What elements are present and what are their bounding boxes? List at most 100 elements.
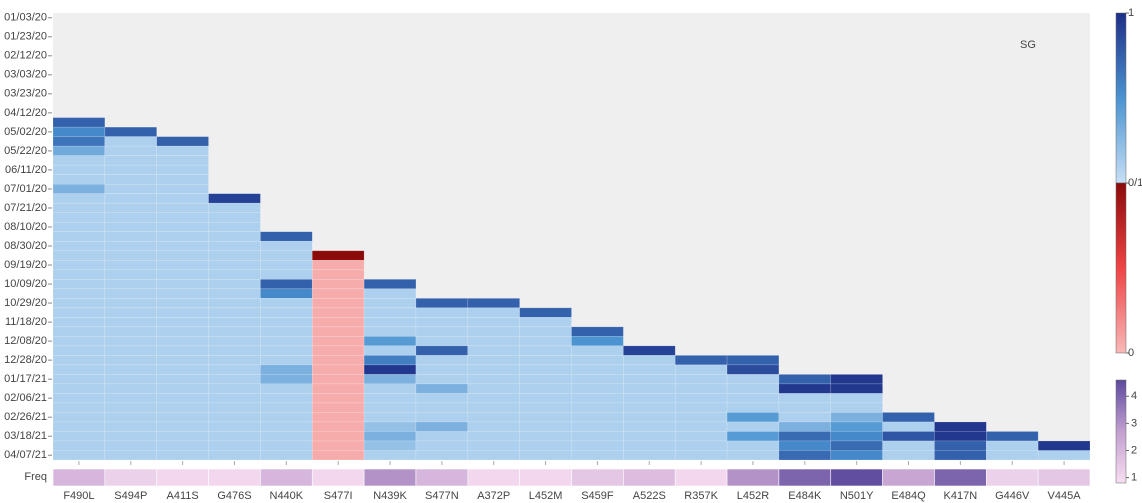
heatmap-cell bbox=[52, 317, 106, 328]
heatmap-cell bbox=[674, 393, 728, 404]
y-tick-label: 05/22/20 bbox=[4, 145, 47, 157]
heatmap-cell bbox=[52, 250, 106, 261]
heatmap-cell bbox=[467, 345, 520, 356]
heatmap-cell bbox=[363, 288, 417, 299]
y-tick-label: 01/03/20 bbox=[4, 12, 47, 24]
heatmap-cell bbox=[156, 136, 209, 147]
heatmap-cell bbox=[623, 450, 676, 461]
heatmap-cell bbox=[104, 421, 157, 432]
heatmap-cell bbox=[311, 402, 365, 413]
heatmap-cell bbox=[156, 250, 209, 261]
heatmap-cell bbox=[52, 155, 106, 166]
heatmap-cell bbox=[156, 450, 209, 461]
freq-cell bbox=[415, 468, 469, 487]
heatmap-cell bbox=[415, 421, 469, 432]
heatmap-cell bbox=[52, 202, 106, 214]
heatmap-cell bbox=[674, 383, 728, 394]
heatmap-cell bbox=[830, 421, 883, 432]
heatmap-cell bbox=[156, 431, 209, 442]
freq-cell bbox=[519, 468, 572, 487]
heatmap-cell bbox=[208, 259, 261, 271]
freq-cell bbox=[311, 468, 365, 487]
heatmap-cell bbox=[623, 440, 676, 451]
heatmap-cell bbox=[778, 374, 832, 385]
heatmap-cell bbox=[363, 278, 417, 290]
heatmap-cell bbox=[208, 431, 261, 442]
heatmap-cell bbox=[156, 240, 209, 252]
heatmap-cell bbox=[519, 336, 572, 347]
heatmap-cell bbox=[104, 450, 157, 461]
heatmap-cell bbox=[104, 355, 157, 366]
heatmap-cell bbox=[52, 298, 106, 309]
freq-cell bbox=[985, 468, 1039, 487]
heatmap-cell bbox=[830, 412, 883, 423]
heatmap-cell bbox=[571, 393, 624, 404]
heatmap-cell bbox=[623, 412, 676, 423]
heatmap-cell bbox=[571, 421, 624, 432]
heatmap-cell bbox=[674, 431, 728, 442]
heatmap-cell bbox=[156, 212, 209, 223]
heatmap-cell bbox=[208, 374, 261, 385]
x-tick-label: A411S bbox=[167, 490, 199, 502]
heatmap-cell bbox=[104, 126, 157, 137]
heatmap-cell bbox=[208, 193, 261, 204]
heatmap-cell bbox=[726, 450, 780, 461]
y-tick-label: 10/09/20 bbox=[4, 278, 47, 290]
heatmap-cell bbox=[52, 183, 106, 195]
heatmap-cell bbox=[311, 250, 365, 261]
heatmap-cell bbox=[52, 431, 106, 442]
heatmap-cell bbox=[830, 450, 883, 461]
heatmap-cell bbox=[104, 212, 157, 223]
heatmap-cell bbox=[104, 269, 157, 280]
heatmap-cell bbox=[104, 431, 157, 442]
heatmap-cell bbox=[415, 307, 469, 318]
heatmap-cell bbox=[311, 393, 365, 404]
freq-cell bbox=[623, 468, 676, 487]
heatmap-cell bbox=[52, 440, 106, 451]
heatmap-cell bbox=[52, 393, 106, 404]
heatmap-cell bbox=[363, 317, 417, 328]
heatmap-cell bbox=[778, 383, 832, 394]
heatmap-cell bbox=[52, 374, 106, 385]
heatmap-cell bbox=[104, 307, 157, 318]
colorbar-blue bbox=[1115, 12, 1127, 184]
freq-colorbar-tick-label: 3 bbox=[1131, 417, 1137, 429]
heatmap-cell bbox=[623, 383, 676, 394]
heatmap-cell bbox=[156, 145, 209, 156]
heatmap-cell bbox=[571, 374, 624, 385]
heatmap-cell bbox=[208, 250, 261, 261]
heatmap-cell bbox=[156, 202, 209, 214]
x-tick-label: F490L bbox=[63, 490, 94, 502]
heatmap-cell bbox=[415, 298, 469, 309]
heatmap-cell bbox=[726, 440, 780, 451]
heatmap-cell bbox=[519, 412, 572, 423]
freq-cell bbox=[363, 468, 417, 487]
heatmap-cell bbox=[519, 383, 572, 394]
heatmap-cell bbox=[208, 202, 261, 214]
heatmap-cell bbox=[52, 174, 106, 185]
heatmap-cell bbox=[726, 383, 780, 394]
heatmap-cell bbox=[104, 326, 157, 337]
heatmap-cell bbox=[260, 288, 313, 299]
heatmap-cell bbox=[415, 412, 469, 423]
heatmap-cell bbox=[467, 307, 520, 318]
heatmap-cell bbox=[260, 450, 313, 461]
y-tick-label: 11/18/20 bbox=[5, 316, 47, 328]
heatmap-cell bbox=[156, 421, 209, 432]
heatmap-cell bbox=[208, 269, 261, 280]
y-tick-label: 08/30/20 bbox=[4, 240, 47, 252]
heatmap-cell bbox=[519, 421, 572, 432]
heatmap-cell bbox=[311, 298, 365, 309]
heatmap-cell bbox=[467, 393, 520, 404]
heatmap-cell bbox=[778, 402, 832, 413]
x-tick-label: N440K bbox=[270, 490, 304, 502]
x-tick-label: L452R bbox=[737, 490, 769, 502]
heatmap-cell bbox=[882, 431, 935, 442]
heatmap-cell bbox=[623, 345, 676, 356]
heatmap-cell bbox=[830, 402, 883, 413]
heatmap-cell bbox=[104, 145, 157, 156]
heatmap-cell bbox=[208, 355, 261, 366]
heatmap-cell bbox=[260, 402, 313, 413]
heatmap-cell bbox=[208, 383, 261, 394]
heatmap-cell bbox=[156, 364, 209, 375]
